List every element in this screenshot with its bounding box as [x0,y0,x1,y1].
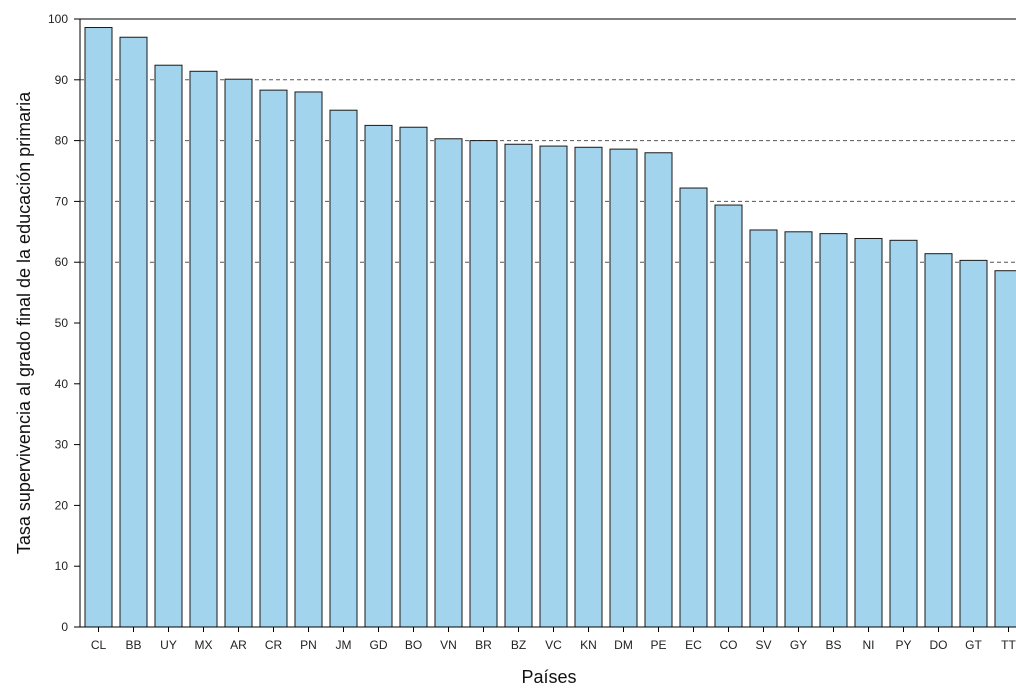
y-tick-label-80: 80 [55,134,69,148]
y-axis-title: Tasa supervivencia al grado final de la … [14,91,34,554]
x-tick-labels: CL BB UY MX AR CR PN JM GD BO VN BR BZ VC KN DM PE EC CO SV… [91,627,1016,652]
bar-DM [609,148,638,628]
y-ticks: 0 10 20 30 40 50 60 70 80 90 100 [48,12,80,634]
bar-CL [84,27,113,628]
x-tick-label-GT: GT [965,638,982,652]
x-tick-label-PY: PY [895,638,911,652]
x-tick-label-TT: TT [1001,638,1016,652]
y-tick-label-100: 100 [48,12,68,26]
bar-SV [749,229,778,628]
y-tick-label-50: 50 [55,316,69,330]
bars [84,27,1016,628]
x-tick-label-EC: EC [685,638,702,652]
x-tick-label-PN: PN [300,638,317,652]
bar-GY [784,231,813,628]
y-tick-label-20: 20 [55,498,69,512]
bar-BZ [504,143,533,628]
x-tick-label-CO: CO [720,638,738,652]
x-tick-label-PE: PE [650,638,666,652]
bar-VN [434,138,463,628]
x-tick-label-VC: VC [545,638,562,652]
bar-BB [119,36,148,628]
x-tick-label-BB: BB [125,638,141,652]
x-tick-label-KN: KN [580,638,597,652]
x-tick-label-BR: BR [475,638,492,652]
x-tick-label-GD: GD [370,638,388,652]
bar-DO [924,253,953,628]
x-tick-label-JM: JM [336,638,352,652]
bar-EC [679,187,708,628]
bar-AR [224,78,253,628]
x-tick-label-BZ: BZ [511,638,526,652]
x-tick-label-AR: AR [230,638,247,652]
x-axis-title: Países [521,667,576,687]
y-tick-label-30: 30 [55,438,69,452]
bar-PE [644,152,673,628]
y-tick-label-0: 0 [61,620,68,634]
bar-BR [469,140,498,628]
bar-MX [189,70,218,628]
y-tick-label-90: 90 [55,73,69,87]
x-tick-label-NI: NI [863,638,875,652]
x-tick-label-DM: DM [614,638,633,652]
x-tick-label-GY: GY [790,638,807,652]
bar-KN [574,146,603,628]
x-tick-label-VN: VN [440,638,457,652]
bar-UY [154,64,183,628]
x-tick-label-SV: SV [755,638,771,652]
x-tick-label-BO: BO [405,638,422,652]
x-tick-label-BS: BS [825,638,841,652]
bar-NI [854,237,883,628]
bar-GT [959,259,988,628]
y-tick-label-70: 70 [55,194,69,208]
bar-TT [994,270,1016,628]
bar-PY [889,239,918,628]
x-tick-label-UY: UY [160,638,177,652]
bar-BS [819,233,848,628]
bar-CO [714,204,743,628]
y-tick-label-10: 10 [55,559,69,573]
bar-GD [364,124,393,628]
bar-JM [329,109,358,628]
bar-CR [259,89,288,628]
bar-VC [539,145,568,628]
x-tick-label-CR: CR [265,638,283,652]
x-tick-label-MX: MX [195,638,213,652]
y-tick-label-40: 40 [55,377,69,391]
bar-PN [294,91,323,628]
y-tick-label-60: 60 [55,255,69,269]
bar-BO [399,126,428,628]
x-tick-label-DO: DO [930,638,948,652]
x-tick-label-CL: CL [91,638,107,652]
